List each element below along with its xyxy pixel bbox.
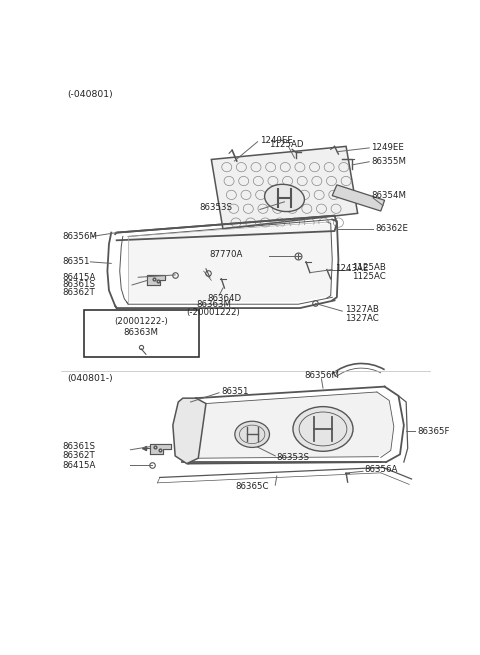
Text: 86356M: 86356M — [304, 371, 339, 379]
Text: 86363M: 86363M — [196, 301, 231, 309]
Polygon shape — [147, 275, 165, 285]
Text: 86356A: 86356A — [365, 465, 398, 474]
Text: 86354M: 86354M — [372, 191, 407, 200]
FancyBboxPatch shape — [84, 310, 199, 356]
Text: 86353S: 86353S — [277, 453, 310, 462]
Text: 1125AC: 1125AC — [352, 272, 386, 281]
Text: 86355M: 86355M — [372, 157, 407, 166]
Ellipse shape — [235, 421, 269, 447]
Polygon shape — [173, 398, 206, 464]
Text: 86362T: 86362T — [63, 451, 96, 460]
Text: 1327AC: 1327AC — [345, 314, 378, 324]
Polygon shape — [195, 392, 394, 458]
Ellipse shape — [264, 184, 304, 212]
Text: (-20001222): (-20001222) — [186, 309, 240, 317]
Text: 86365F: 86365F — [417, 427, 449, 436]
Text: 86362E: 86362E — [375, 224, 408, 233]
Text: 86361S: 86361S — [63, 280, 96, 290]
Text: 86365C: 86365C — [235, 482, 269, 491]
Text: 86362T: 86362T — [63, 288, 96, 297]
Ellipse shape — [293, 407, 353, 451]
PathPatch shape — [128, 223, 332, 302]
Text: 86361S: 86361S — [63, 442, 96, 451]
Polygon shape — [150, 443, 170, 455]
Text: 86415A: 86415A — [63, 460, 96, 470]
Polygon shape — [211, 146, 358, 229]
Text: 86415A: 86415A — [63, 272, 96, 282]
Text: 1125AD: 1125AD — [269, 140, 303, 149]
Text: (040801-): (040801-) — [67, 375, 113, 383]
Text: 1327AB: 1327AB — [345, 305, 378, 314]
Text: (-040801): (-040801) — [67, 90, 113, 98]
Text: 1243AE: 1243AE — [335, 263, 368, 272]
Polygon shape — [332, 185, 384, 211]
Text: 86363M: 86363M — [124, 328, 159, 337]
Text: 86353S: 86353S — [200, 204, 233, 212]
Text: 86364D: 86364D — [207, 293, 241, 303]
Text: (20001222-): (20001222-) — [114, 318, 168, 326]
Text: 1249EE: 1249EE — [372, 143, 404, 153]
Text: 86351: 86351 — [221, 386, 249, 396]
Text: 1125AB: 1125AB — [352, 263, 386, 272]
Text: 86356M: 86356M — [63, 232, 98, 241]
Text: 87770A: 87770A — [209, 250, 242, 259]
Text: 1249EE: 1249EE — [260, 136, 293, 145]
Text: 86351: 86351 — [63, 257, 90, 267]
